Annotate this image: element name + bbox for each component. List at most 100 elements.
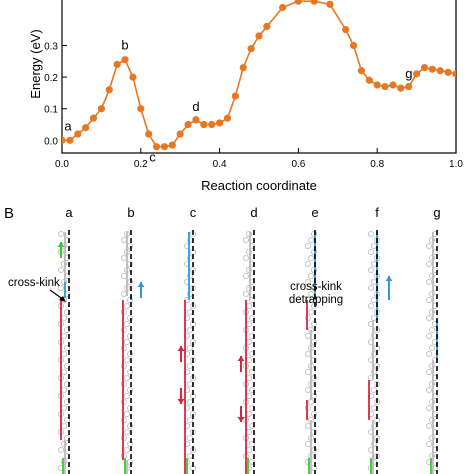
- energy-point: [294, 0, 302, 5]
- atom: [304, 386, 311, 393]
- energy-point: [357, 67, 366, 75]
- atom: [425, 350, 432, 357]
- energy-chart: 0.0 0.1 0.2 0.3 0.0 0.2 0.4 0.6 0.8 1.0 Energy (…: [28, 0, 463, 193]
- atom: [127, 242, 134, 249]
- atom: [121, 236, 128, 243]
- energy-point: [365, 76, 373, 84]
- atom: [428, 452, 435, 459]
- state-label-d: d: [192, 99, 199, 114]
- atom: [428, 344, 435, 351]
- atom: [127, 260, 134, 267]
- atom: [310, 356, 317, 363]
- x-axis-label: Reaction coordinate: [201, 178, 317, 193]
- energy-point: [121, 56, 129, 64]
- atom: [245, 320, 252, 327]
- energy-point: [279, 3, 287, 12]
- energy-point: [82, 124, 90, 132]
- atom: [304, 242, 311, 249]
- atom: [425, 404, 432, 411]
- atom: [121, 254, 128, 261]
- atom: [245, 338, 252, 345]
- energy-point: [216, 119, 224, 127]
- atom: [367, 284, 374, 291]
- frame-label: a: [65, 205, 73, 220]
- atom: [186, 452, 193, 459]
- energy-point: [436, 67, 444, 75]
- atom: [428, 308, 435, 315]
- atom: [304, 440, 311, 447]
- energy-point: [137, 105, 145, 113]
- atom: [127, 422, 134, 429]
- atom: [310, 410, 317, 417]
- energy-point: [405, 82, 413, 91]
- atom: [127, 296, 134, 303]
- atom: [124, 392, 131, 399]
- atom: [428, 236, 435, 243]
- atom: [367, 230, 374, 237]
- frame-label: d: [250, 205, 257, 220]
- atom: [310, 248, 317, 255]
- atom: [425, 242, 432, 249]
- atom: [245, 428, 252, 435]
- atom: [425, 278, 432, 285]
- atom: [186, 398, 193, 405]
- atom: [186, 434, 193, 441]
- atom: [245, 410, 252, 417]
- atom: [121, 452, 128, 459]
- energy-point: [74, 130, 82, 138]
- atom: [304, 314, 311, 321]
- atom: [245, 230, 252, 237]
- frame-label: g: [433, 205, 440, 220]
- atom: [124, 446, 131, 453]
- atom: [245, 284, 252, 291]
- atom: [186, 326, 193, 333]
- atom: [248, 368, 255, 375]
- atom: [127, 458, 134, 465]
- energy-point: [113, 60, 121, 69]
- state-label-a: a: [64, 118, 72, 133]
- atom: [245, 356, 252, 363]
- atom: [310, 374, 317, 381]
- atom: [425, 422, 432, 429]
- frame-a: a: [58, 205, 73, 474]
- atom: [304, 332, 311, 339]
- atom: [124, 320, 131, 327]
- y-tick-label: 0.2: [44, 73, 58, 84]
- energy-point: [247, 45, 255, 53]
- atom: [307, 272, 314, 279]
- frame-e: e: [304, 205, 319, 474]
- atom: [121, 344, 128, 351]
- atom: [61, 458, 68, 465]
- frame-d: d: [242, 205, 258, 474]
- detrapping-label-line1: cross-kink: [290, 281, 342, 293]
- atom: [124, 374, 131, 381]
- frame-c: c: [183, 205, 197, 474]
- atom: [124, 338, 131, 345]
- atom: [304, 368, 311, 375]
- atom: [186, 308, 193, 315]
- red-up-arrow: [237, 356, 245, 372]
- atom: [310, 230, 317, 237]
- atom: [367, 266, 374, 273]
- atom: [61, 314, 68, 321]
- energy-point: [168, 141, 176, 149]
- frame-label: e: [311, 205, 318, 220]
- atom: [428, 398, 435, 405]
- atom: [127, 386, 134, 393]
- energy-point: [420, 63, 429, 72]
- atom: [242, 254, 249, 261]
- atom: [304, 350, 311, 357]
- atom: [425, 440, 432, 447]
- x-axis-ticks: 0.0 0.2 0.4 0.6 0.8 1.0: [55, 148, 463, 170]
- energy-line: [62, 0, 456, 148]
- atom: [370, 386, 377, 393]
- atom: [425, 314, 432, 321]
- atom: [64, 416, 71, 423]
- energy-point: [239, 63, 247, 72]
- atom: [367, 302, 374, 309]
- energy-series: [62, 0, 456, 151]
- atom: [127, 278, 134, 285]
- atom: [61, 350, 68, 357]
- atom: [58, 230, 65, 237]
- atom: [61, 260, 68, 267]
